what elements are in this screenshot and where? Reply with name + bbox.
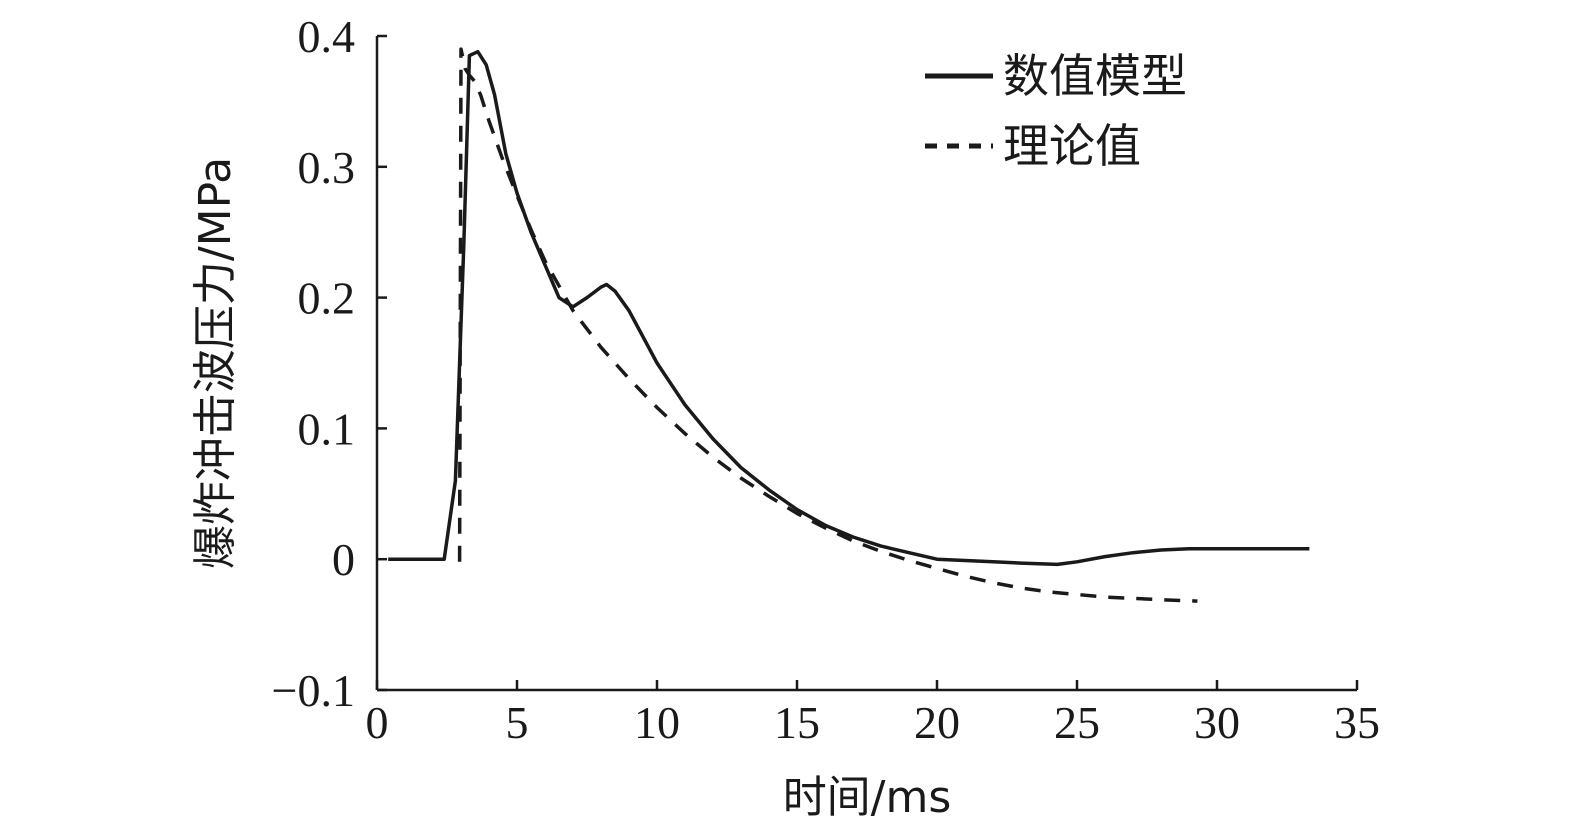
x-tick-label: 25 (1054, 697, 1100, 748)
x-tick-label: 0 (366, 697, 389, 748)
y-tick-label: −0.1 (272, 665, 355, 716)
y-tick-label: 0.2 (298, 273, 356, 324)
x-tick-label: 30 (1194, 697, 1240, 748)
series-line-numerical-model (388, 49, 1310, 567)
y-tick-label: 0 (332, 534, 355, 585)
x-axis-title: 时间/ms (783, 772, 952, 823)
x-tick-label: 5 (506, 697, 529, 748)
legend-label-numerical-model: 数值模型 (1003, 49, 1187, 103)
x-tick-label: 20 (914, 697, 960, 748)
legend: 数值模型 理论值 (925, 49, 1187, 173)
legend-label-theoretical: 理论值 (1003, 119, 1141, 173)
x-tick-label: 35 (1334, 697, 1380, 748)
x-tick-label: 10 (634, 697, 680, 748)
x-ticks: 0 5 10 15 20 25 30 35 (366, 680, 1380, 748)
y-tick-label: 0.3 (298, 142, 356, 193)
axes (375, 36, 1357, 692)
x-tick-label: 15 (774, 697, 820, 748)
y-tick-label: 0.1 (298, 403, 356, 454)
series-line-theoretical (457, 47, 1198, 603)
y-axis-title: 爆炸冲击波压力/MPa (190, 157, 241, 569)
y-tick-label: 0.4 (298, 11, 356, 62)
y-ticks: −0.1 0 0.1 0.2 0.3 0.4 (272, 11, 387, 716)
plot-lines (388, 47, 1310, 603)
